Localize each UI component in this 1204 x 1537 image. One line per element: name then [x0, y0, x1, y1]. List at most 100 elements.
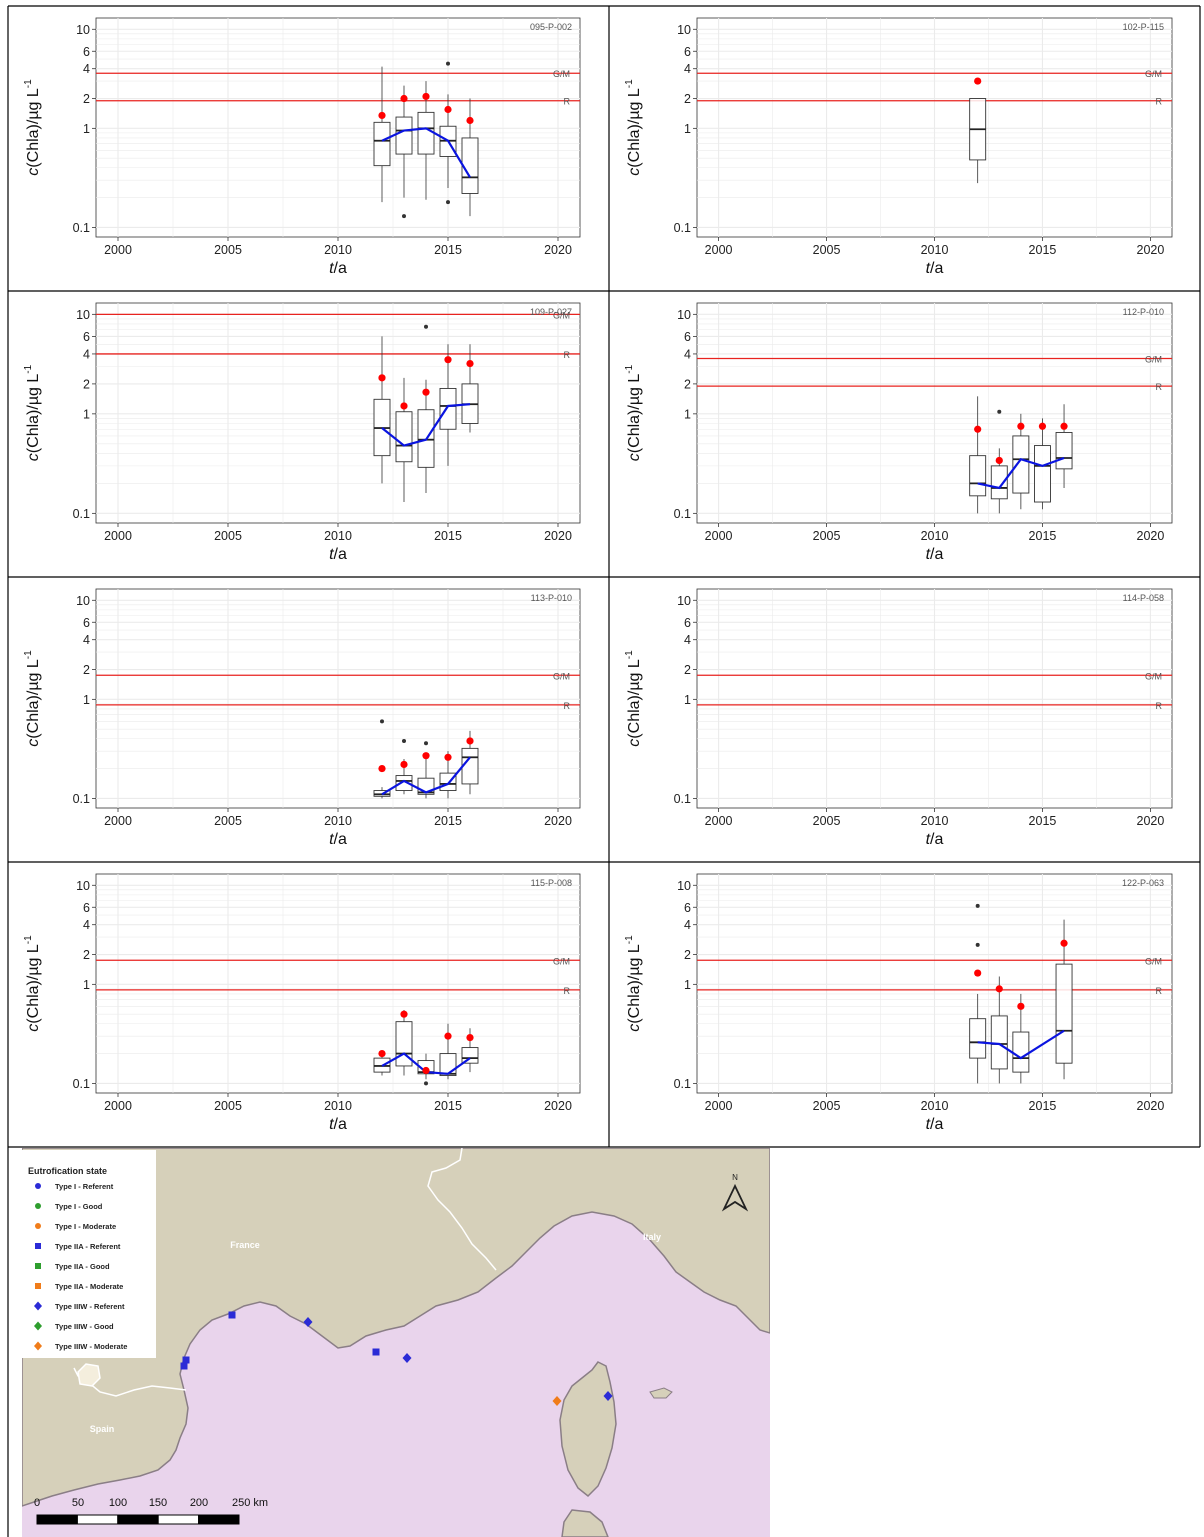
box — [1012, 435, 1030, 494]
legend-item-label: Type I - Referent — [55, 1182, 114, 1191]
threshold-label: G/M — [553, 956, 570, 966]
y-tick-label: 10 — [76, 308, 90, 322]
y-tick-label: 6 — [83, 901, 90, 915]
legend-symbol-square — [35, 1243, 41, 1249]
outlier-point — [402, 738, 406, 743]
y-tick-label: 1 — [684, 693, 691, 707]
chart-panel-102-P-115: G/M R 102-P-115 0.1 1 2 4 6 10 2000 2005 2010 2015 20… — [624, 17, 1173, 277]
y-tick-label: 1 — [83, 407, 90, 421]
y-tick-label: 4 — [83, 633, 90, 647]
threshold-label: R — [1156, 382, 1163, 392]
station-marker — [402, 1353, 412, 1363]
x-axis-title: t/a — [329, 831, 347, 848]
station-marker — [228, 1311, 236, 1319]
y-tick-label: 1 — [83, 978, 90, 992]
y-tick-label: 10 — [677, 594, 691, 608]
x-tick-label: 2005 — [813, 814, 841, 828]
station-marker — [180, 1362, 188, 1370]
y-tick-label: 0.1 — [674, 221, 691, 235]
outlier-point — [446, 200, 450, 205]
x-axis-title: t/a — [926, 260, 944, 277]
x-tick-label: 2000 — [705, 814, 733, 828]
box — [395, 775, 413, 792]
mean-point — [422, 1066, 430, 1075]
y-axis-title: c(Chla)/µg L-1 — [23, 650, 42, 747]
x-tick-label: 2005 — [813, 243, 841, 257]
map-land-corsica — [559, 1361, 617, 1498]
outlier-point — [402, 214, 406, 219]
y-axis-title: c(Chla)/µg L-1 — [624, 935, 643, 1032]
mean-point — [422, 92, 430, 101]
outlier-point — [424, 1081, 428, 1086]
y-tick-label: 2 — [684, 948, 691, 962]
x-tick-label: 2015 — [434, 1099, 462, 1113]
mean-point — [444, 753, 452, 761]
chart-panel-112-P-010: G/M R 112-P-010 0.1 1 2 4 6 10 2000 2005 2010 2015 20… — [624, 302, 1173, 563]
y-tick-label: 6 — [684, 616, 691, 630]
station-label: 122-P-063 — [1122, 878, 1164, 888]
mean-point — [400, 94, 408, 103]
box — [395, 411, 413, 463]
y-tick-label: 6 — [684, 45, 691, 59]
box — [461, 747, 479, 785]
map-stations — [180, 1311, 613, 1406]
trend-line — [381, 756, 471, 796]
y-tick-label: 1 — [83, 122, 90, 136]
y-tick-label: 6 — [83, 616, 90, 630]
y-tick-label: 2 — [83, 377, 90, 391]
station-marker — [552, 1396, 562, 1406]
mean-point — [422, 388, 430, 396]
y-tick-label: 0.1 — [674, 507, 691, 521]
north-label: N — [732, 1173, 738, 1182]
y-tick-label: 2 — [684, 377, 691, 391]
threshold-label: G/M — [1145, 956, 1162, 966]
mean-point — [1017, 1002, 1025, 1010]
x-tick-label: 2000 — [705, 243, 733, 257]
north-arrow: N — [721, 1173, 749, 1212]
station-marker — [372, 1348, 380, 1356]
box — [373, 121, 391, 167]
threshold-label: G/M — [1145, 354, 1162, 364]
mean-point — [444, 356, 452, 364]
x-tick-label: 2010 — [324, 814, 352, 828]
y-tick-label: 0.1 — [73, 1077, 90, 1091]
mean-point — [974, 425, 982, 433]
x-tick-label: 2020 — [544, 529, 572, 543]
y-tick-label: 2 — [684, 92, 691, 106]
y-tick-label: 0.1 — [73, 221, 90, 235]
x-tick-label: 2005 — [214, 814, 242, 828]
legend-symbol-square — [35, 1283, 41, 1289]
x-tick-label: 2020 — [1137, 243, 1165, 257]
chart-panel-115-P-008: G/M R 115-P-008 0.1 1 2 4 6 10 2000 2005 2010 2015 20… — [23, 873, 581, 1133]
x-tick-label: 2020 — [544, 814, 572, 828]
y-tick-label: 2 — [83, 92, 90, 106]
x-tick-label: 2020 — [1137, 529, 1165, 543]
mean-point — [466, 116, 474, 125]
map-land-sardinia — [561, 1509, 609, 1537]
mean-point — [1038, 422, 1047, 430]
legend-symbol-square — [35, 1263, 41, 1269]
y-tick-label: 10 — [76, 594, 90, 608]
scale-label: 150 — [149, 1497, 167, 1509]
mean-point — [400, 402, 408, 410]
x-tick-label: 2015 — [1029, 814, 1057, 828]
map-panel: N France Italy Spain Eutrofication state… — [22, 1148, 770, 1537]
box — [461, 1047, 479, 1064]
mean-point — [400, 760, 408, 769]
threshold-label: G/M — [553, 671, 570, 681]
station-label: 114-P-058 — [1123, 593, 1164, 603]
legend-title: Eutrofication state — [28, 1166, 107, 1176]
box — [990, 1015, 1008, 1070]
station-label: 112-P-010 — [1123, 307, 1164, 317]
scale-segment — [36, 1514, 78, 1525]
y-tick-label: 10 — [677, 23, 691, 37]
legend-item-label: Type IIA - Referent — [55, 1242, 121, 1251]
y-tick-label: 1 — [684, 122, 691, 136]
scale-bar: 0 50 100 150 200 250 km — [34, 1497, 268, 1525]
station-label: 102-P-115 — [1123, 22, 1164, 32]
station-label: 113-P-010 — [531, 593, 572, 603]
x-tick-label: 2010 — [921, 243, 949, 257]
x-axis-title: t/a — [926, 1116, 944, 1133]
station-marker — [303, 1317, 313, 1327]
